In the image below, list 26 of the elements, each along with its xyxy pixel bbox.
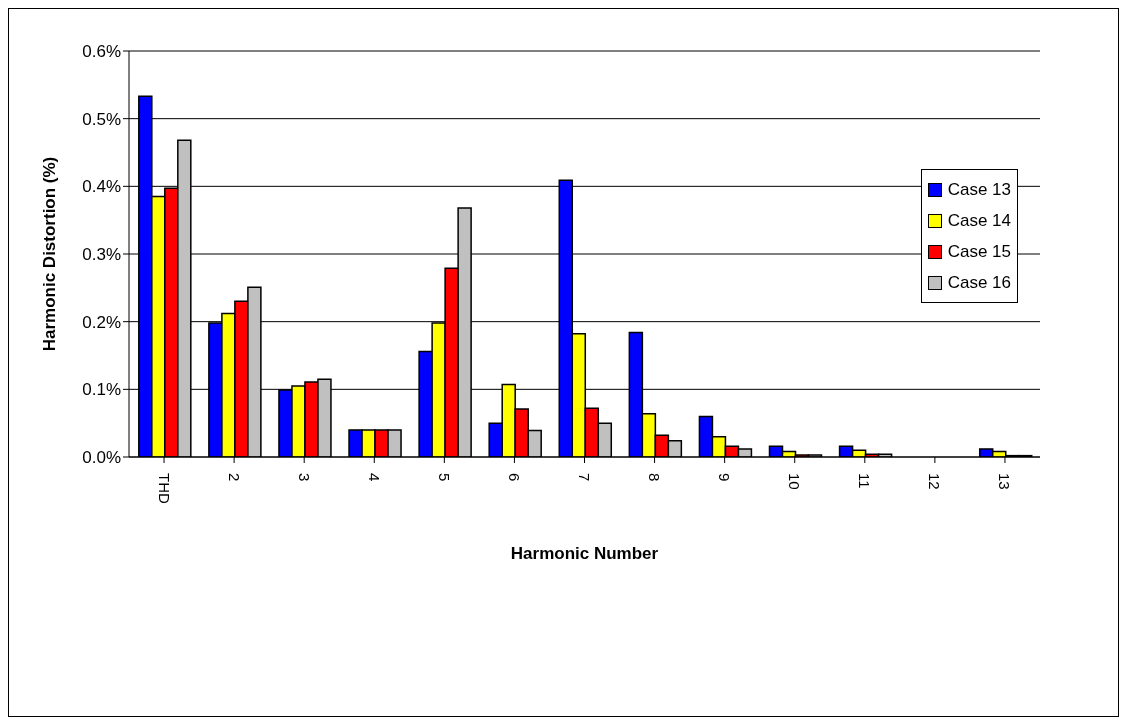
x-tick-label: 2 (225, 473, 243, 482)
legend-label: Case 14 (947, 210, 1011, 231)
x-tick-label: 11 (856, 473, 874, 489)
y-tick-label: 0.1% (82, 380, 121, 400)
y-tick-label: 0.4% (82, 177, 121, 197)
y-tick-label: 0.0% (82, 448, 121, 468)
y-tick-label: 0.2% (82, 312, 121, 332)
x-tick-label: 5 (435, 473, 453, 482)
x-tick-label: 8 (646, 473, 664, 482)
y-tick-label: 0.6% (82, 42, 121, 62)
y-axis-title: Harmonic Distortion (%) (40, 156, 60, 352)
legend-label: Case 13 (947, 179, 1011, 200)
x-tick-label: 12 (926, 473, 944, 490)
x-tick-label: 10 (786, 473, 804, 490)
x-tick-label: 13 (996, 473, 1014, 490)
x-axis-title: Harmonic Number (510, 544, 659, 563)
x-tick-label: 3 (295, 473, 313, 482)
y-tick-label: 0.3% (82, 245, 121, 265)
y-tick-label: 0.5% (82, 109, 121, 129)
x-tick-label: 7 (576, 473, 593, 482)
x-tick-label: THD (155, 473, 173, 504)
x-tick-label: 6 (505, 473, 523, 482)
x-tick-label: 9 (716, 473, 734, 482)
legend-label: Case 16 (947, 272, 1011, 293)
x-tick-label: 4 (365, 473, 383, 482)
legend-label: Case 15 (947, 241, 1011, 262)
